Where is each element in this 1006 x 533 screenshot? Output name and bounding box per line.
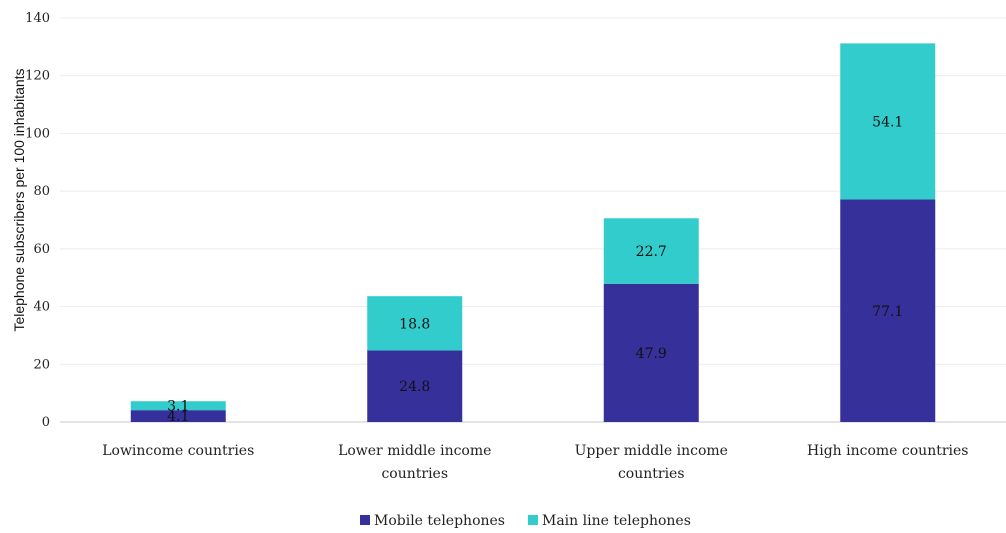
y-tick-label: 40 bbox=[33, 300, 50, 315]
bar-mobile-telephones bbox=[840, 199, 936, 422]
x-category-label: Lowincome countries bbox=[102, 443, 254, 459]
y-tick-label: 20 bbox=[33, 357, 50, 372]
bar-main-line-telephones bbox=[840, 43, 936, 200]
legend-label: Main line telephones bbox=[542, 513, 691, 529]
legend-label: Mobile telephones bbox=[374, 513, 505, 529]
data-label: 47.9 bbox=[636, 346, 667, 362]
bar-main-line-telephones bbox=[367, 296, 463, 351]
legend-swatch bbox=[528, 515, 538, 525]
bar-mobile-telephones bbox=[130, 410, 226, 422]
data-label: 4.1 bbox=[167, 409, 189, 425]
data-label: 18.8 bbox=[399, 316, 430, 332]
y-tick-label: 0 bbox=[42, 415, 50, 430]
gridlines bbox=[60, 17, 1006, 423]
bar-mobile-telephones bbox=[367, 350, 463, 422]
y-axis: 0 20 40 60 80 100 120 140 bbox=[25, 11, 50, 430]
y-tick-label: 120 bbox=[25, 69, 50, 84]
y-tick-label: 80 bbox=[33, 184, 50, 199]
data-label: 22.7 bbox=[636, 244, 667, 260]
bar-main-line-telephones bbox=[130, 401, 226, 411]
legend-swatch bbox=[360, 515, 370, 525]
x-category-label: Upper middle income bbox=[575, 443, 728, 459]
data-label: 3.1 bbox=[167, 399, 189, 415]
data-label: 24.8 bbox=[399, 379, 430, 395]
x-category-label: countries bbox=[618, 466, 685, 482]
y-tick-label: 60 bbox=[33, 242, 50, 257]
legend: Mobile telephones Main line telephones bbox=[360, 513, 691, 529]
bar-main-line-telephones bbox=[603, 218, 699, 284]
data-labels: 4.13.1 24.8 18.8 47.9 22.7 77.1 54.1 bbox=[167, 114, 903, 425]
x-category-label: Lower middle income bbox=[338, 443, 491, 459]
y-tick-label: 140 bbox=[25, 11, 50, 26]
bars bbox=[130, 43, 936, 422]
bar-mobile-telephones bbox=[603, 283, 699, 422]
data-label: 54.1 bbox=[872, 114, 903, 130]
x-category-label: countries bbox=[381, 466, 448, 482]
y-axis-title: Telephone subscribers per 100 inhabitant… bbox=[11, 68, 27, 331]
x-axis-categories: Lowincome countries Lower middle income co… bbox=[102, 443, 968, 482]
y-tick-label: 100 bbox=[25, 126, 50, 141]
data-label: 77.1 bbox=[872, 304, 903, 320]
x-category-label: High income countries bbox=[807, 443, 968, 459]
